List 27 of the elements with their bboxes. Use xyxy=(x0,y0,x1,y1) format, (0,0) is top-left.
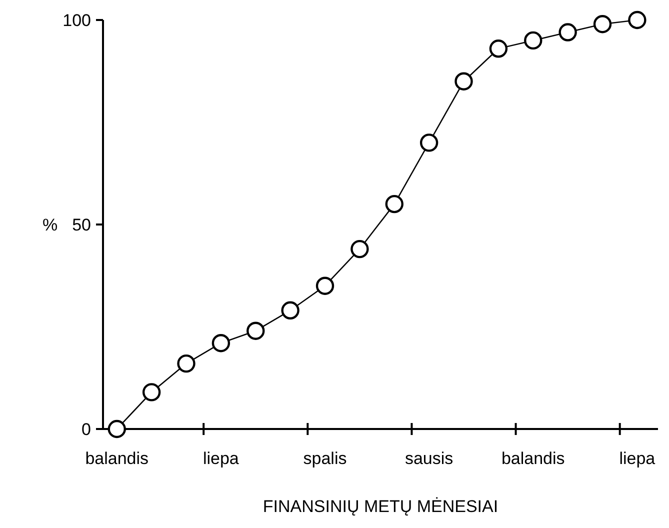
point xyxy=(628,10,646,30)
x-tick-label: spalis xyxy=(303,449,347,468)
point xyxy=(558,23,577,42)
point xyxy=(524,31,542,50)
point xyxy=(420,134,438,152)
point xyxy=(246,322,265,340)
x-tick-label: balandis xyxy=(85,449,149,468)
point xyxy=(142,383,161,402)
point xyxy=(593,14,612,34)
y-axis-title: % xyxy=(42,215,58,234)
point xyxy=(177,354,196,373)
x-tick-label: liepa xyxy=(619,449,656,468)
point xyxy=(281,301,300,320)
point xyxy=(212,334,230,352)
point xyxy=(108,420,126,438)
x-axis-title: FINANSINIŲ METŲ MĖNESIAI xyxy=(262,497,498,516)
point xyxy=(385,194,404,214)
point xyxy=(350,240,369,258)
point xyxy=(489,40,508,58)
x-tick-label: balandis xyxy=(501,449,565,468)
point xyxy=(316,276,334,295)
x-tick-label: sausis xyxy=(404,449,454,468)
x-tick-label: liepa xyxy=(202,449,240,468)
y-tick-label: 0 xyxy=(82,420,91,439)
y-tick-label: 100 xyxy=(62,10,91,30)
y-tick-label: 50 xyxy=(72,215,91,234)
point xyxy=(454,72,473,90)
